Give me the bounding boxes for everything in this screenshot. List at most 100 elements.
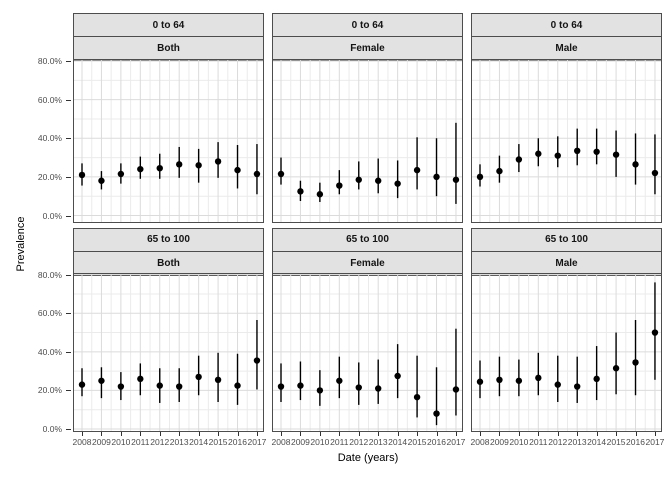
x-tick-label: 2011	[529, 437, 548, 447]
y-tick-label: 0.0%	[42, 210, 62, 221]
x-tick-mark	[378, 432, 380, 436]
data-point	[98, 377, 105, 384]
x-tick-mark	[218, 432, 220, 436]
data-point	[593, 375, 600, 383]
x-tick-label: 2010	[111, 437, 131, 447]
data-point	[535, 150, 542, 157]
data-point	[452, 176, 460, 183]
data-point	[117, 383, 125, 390]
x-tick-label: 2013	[368, 437, 388, 447]
x-tick-mark	[499, 432, 501, 436]
x-tick-label: 2011	[131, 437, 150, 447]
data-points	[277, 372, 460, 417]
data-point	[535, 374, 542, 382]
x-tick-label: 2014	[189, 437, 209, 447]
data-point	[253, 357, 261, 364]
y-tick-mark	[66, 61, 71, 63]
x-tick-label: 2009	[489, 437, 509, 447]
panel-border	[471, 59, 662, 223]
data-point	[413, 166, 421, 174]
data-point	[137, 375, 144, 383]
data-point	[515, 156, 523, 163]
y-tick-label: 40.0%	[37, 346, 62, 357]
grid-minor	[272, 59, 463, 223]
facet-strip-sex: Female	[272, 250, 463, 276]
facet-strip-sex: Male	[471, 36, 662, 61]
error-bars	[280, 122, 457, 204]
data-point	[336, 377, 343, 384]
grid-major	[73, 273, 264, 432]
data-point	[612, 151, 620, 158]
data-point	[336, 182, 343, 189]
y-tick-label: 0.0%	[42, 424, 62, 434]
grid-major	[272, 273, 463, 432]
grid-major	[471, 273, 662, 432]
x-axis-title: Date (years)	[337, 452, 399, 464]
data-points	[277, 166, 460, 198]
data-point	[612, 365, 620, 372]
data-point	[632, 161, 639, 168]
y-tick-mark	[66, 99, 71, 101]
facet-strip-age-group: 65 to 100	[73, 227, 264, 252]
data-point	[394, 372, 401, 380]
facet-panel-plot	[471, 273, 662, 432]
data-point	[137, 165, 144, 173]
data-point	[651, 169, 659, 177]
grid-minor	[73, 59, 264, 223]
panel-border	[73, 59, 264, 223]
facet-strip-sex: Female	[272, 36, 463, 61]
data-point	[476, 173, 484, 181]
x-tick-label: 2013	[567, 437, 587, 447]
facet-panel-plot	[73, 59, 264, 223]
data-point	[78, 381, 86, 388]
data-point	[195, 162, 202, 169]
x-tick-label: 2016	[228, 437, 247, 447]
data-point	[574, 147, 581, 155]
x-tick-mark	[237, 432, 239, 436]
y-tick-mark	[66, 138, 71, 140]
data-points	[78, 158, 261, 184]
x-tick-mark	[120, 432, 122, 436]
data-point	[98, 177, 105, 184]
data-point	[253, 170, 261, 178]
data-point	[156, 164, 163, 172]
data-point	[78, 171, 86, 179]
x-tick-mark	[518, 432, 520, 436]
data-point	[297, 382, 304, 389]
x-tick-label: 2008	[72, 437, 92, 447]
x-tick-mark	[616, 432, 618, 436]
x-tick-mark	[300, 432, 302, 436]
facet-strip-sex: Both	[73, 36, 264, 61]
data-point	[515, 377, 523, 384]
x-tick-label: 2009	[290, 437, 310, 447]
x-tick-mark	[596, 432, 598, 436]
x-tick-mark	[455, 432, 457, 436]
x-tick-label: 2016	[626, 437, 645, 447]
facet-strip-sex: Male	[471, 250, 662, 276]
data-point	[375, 385, 382, 392]
x-tick-label: 2010	[509, 437, 529, 447]
x-tick-mark	[319, 432, 321, 436]
data-point	[496, 376, 503, 384]
x-tick-label: 2017	[446, 437, 466, 447]
grid-minor	[471, 273, 662, 432]
data-point	[316, 191, 324, 198]
x-tick-label: 2016	[427, 437, 446, 447]
data-points	[476, 147, 659, 181]
data-point	[316, 387, 324, 394]
x-tick-mark	[256, 432, 258, 436]
y-axis-title: Prevalence	[15, 216, 27, 272]
x-tick-label: 2012	[548, 437, 568, 447]
data-point	[554, 381, 561, 388]
x-tick-label: 2008	[271, 437, 291, 447]
grid-major	[73, 59, 264, 223]
data-point	[355, 384, 362, 391]
x-tick-mark	[159, 432, 161, 436]
data-point	[297, 188, 304, 195]
facet-panel-plot	[272, 273, 463, 432]
x-tick-label: 2015	[407, 437, 427, 447]
grid-major	[471, 59, 662, 223]
data-point	[156, 382, 163, 389]
panel-border	[471, 273, 662, 432]
